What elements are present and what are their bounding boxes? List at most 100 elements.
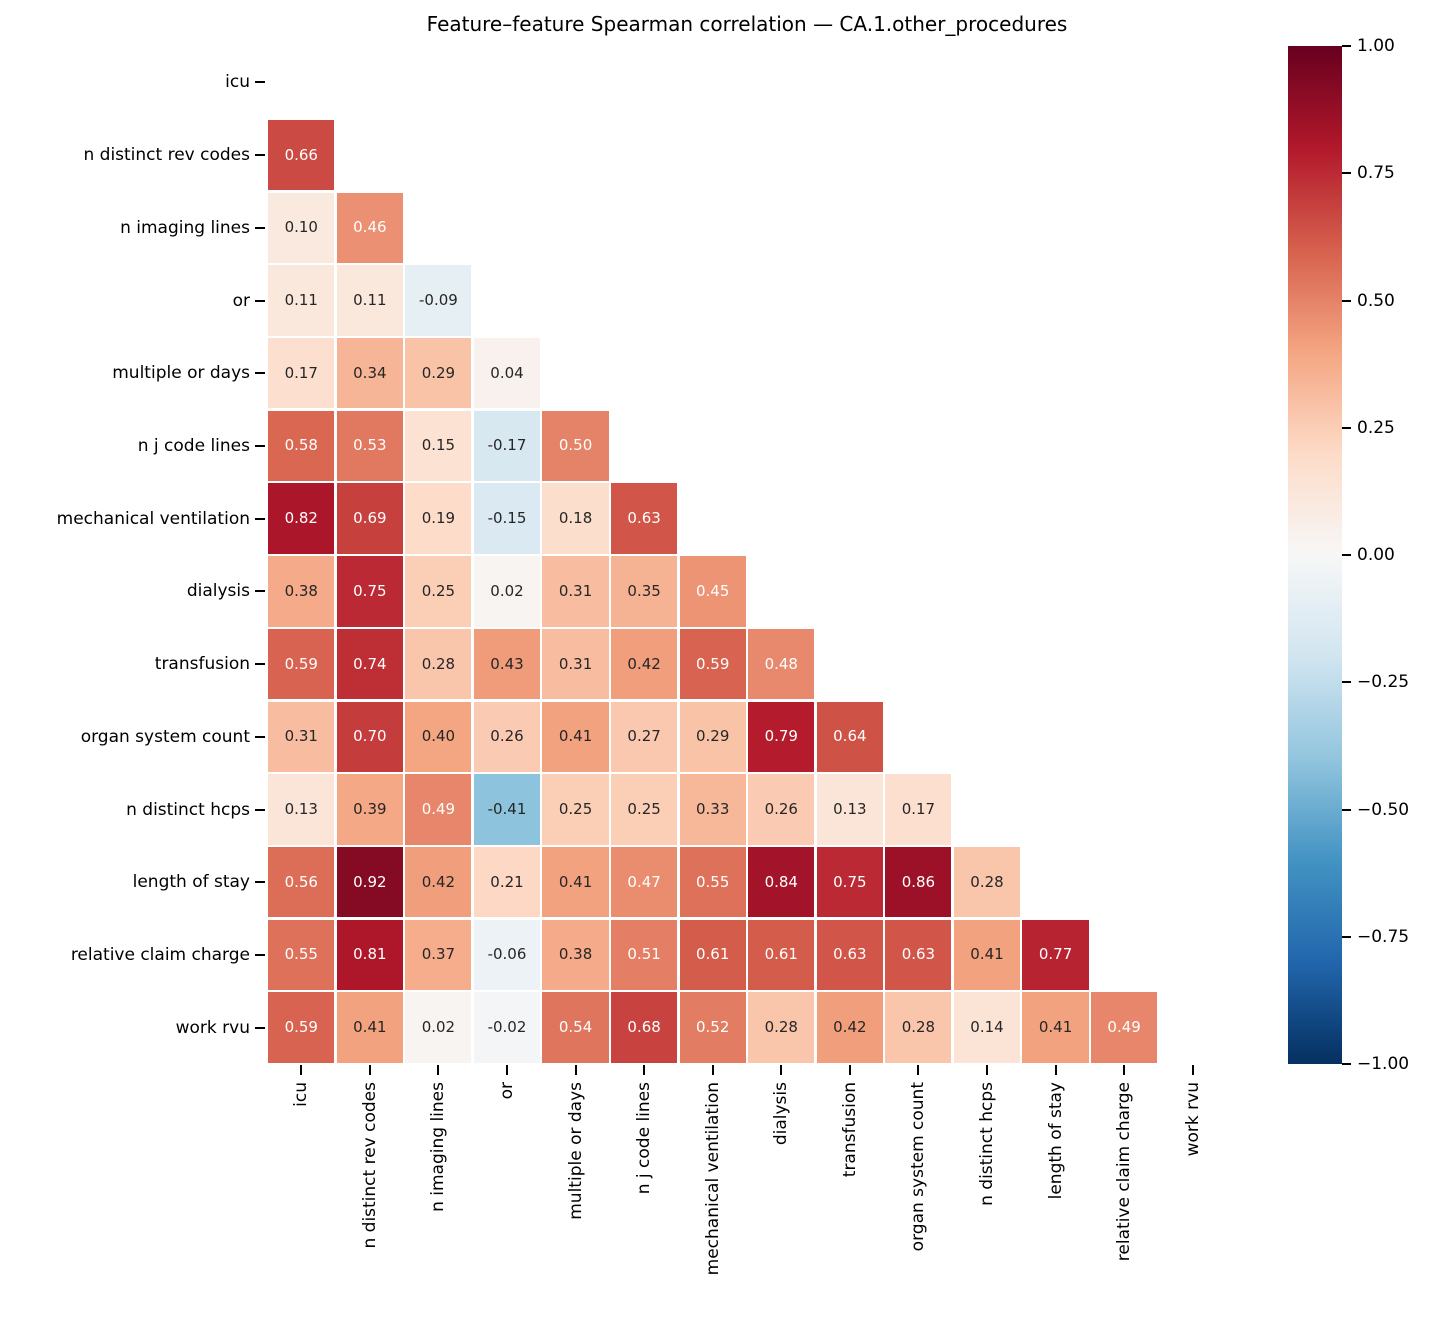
colorbar-tick-label: −1.00 [1357,1054,1410,1074]
colorbar [1288,46,1342,1064]
x-tick-label: work rvu [1183,1082,1203,1156]
heatmap-cell: 0.55 [268,919,335,991]
x-tick-label: relative claim charge [1114,1082,1134,1261]
heatmap-cell: 0.61 [748,919,815,991]
heatmap-cell: 0.02 [405,992,472,1063]
heatmap-cell: 0.39 [336,774,403,845]
heatmap-cell: 0.35 [611,556,678,627]
x-tick-label: n distinct hcps [977,1082,997,1206]
colorbar-tick-label: −0.75 [1357,926,1410,947]
heatmap-cell: 0.29 [679,701,746,772]
x-tick-label: n distinct rev codes [360,1082,380,1249]
y-tick-mark [255,372,265,375]
y-tick-label: transfusion [154,654,250,675]
y-tick-label: work rvu [175,1017,250,1038]
x-tick-mark [1123,1065,1126,1075]
heatmap-cell: 0.77 [1022,919,1089,991]
x-tick-label-text: or [497,1082,517,1100]
heatmap-cell: 0.18 [542,483,609,554]
heatmap-cell: 0.41 [542,701,609,772]
x-tick-label: organ system count [908,1082,928,1251]
x-tick-label-text: transfusion [839,1082,860,1178]
heatmap-cell: 0.50 [542,410,609,482]
y-tick-label: n distinct rev codes [83,145,250,166]
heatmap-cell: 0.42 [405,847,472,918]
heatmap-cell: 0.28 [748,992,815,1063]
heatmap-cell: 0.68 [611,992,678,1063]
heatmap-cell: 0.66 [268,119,335,191]
y-tick-mark [255,953,265,956]
colorbar-tick-mark [1342,554,1351,556]
x-tick-label-text: mechanical ventilation [702,1082,723,1276]
colorbar-tick-mark [1342,45,1351,47]
heatmap-cell: -0.15 [473,483,541,554]
heatmap-cell: 0.63 [816,919,883,991]
heatmap-cell: 0.64 [816,701,883,772]
x-tick-label: n j code lines [634,1082,654,1194]
heatmap-cell: 0.86 [885,847,952,918]
heatmap-cell: 0.31 [268,701,335,772]
heatmap-cell: 0.48 [748,628,815,700]
heatmap-cell: 0.02 [473,556,541,627]
heatmap-cell: 0.49 [1091,992,1158,1063]
x-tick-label-text: n imaging lines [428,1082,449,1212]
x-tick-mark [643,1065,646,1075]
heatmap-cell: 0.17 [268,338,335,409]
heatmap-cell: 0.31 [542,628,609,700]
x-tick-label: mechanical ventilation [703,1082,723,1275]
y-tick-label: or [232,290,250,311]
x-tick-label: multiple or days [566,1082,586,1220]
x-tick-label: dialysis [771,1082,791,1145]
heatmap-cell: 0.38 [542,919,609,991]
x-tick-mark [848,1065,851,1075]
colorbar-tick-mark [1342,1063,1351,1065]
heatmap-cell: 0.75 [336,556,403,627]
y-tick-mark [255,663,265,666]
y-tick-mark [255,444,265,447]
heatmap-cell: 0.92 [336,847,403,918]
x-tick-mark [780,1065,783,1075]
heatmap-cell: 0.26 [748,774,815,845]
heatmap-cell: -0.02 [473,992,541,1063]
x-tick-label: n imaging lines [428,1082,448,1212]
y-tick-label: multiple or days [112,363,250,384]
x-tick-label-text: n distinct hcps [977,1082,997,1206]
x-tick-label-text: n j code lines [634,1082,655,1195]
heatmap-cell: 0.46 [336,192,403,263]
y-tick-mark [255,590,265,593]
heatmap-cell: 0.14 [953,992,1021,1063]
heatmap-cell: 0.42 [816,992,883,1063]
y-tick-mark [255,517,265,520]
x-tick-mark [574,1065,577,1075]
y-tick-mark [255,81,265,84]
heatmap-cell: 0.53 [336,410,403,482]
heatmap-cell: 0.28 [405,628,472,700]
x-tick-label-text: relative claim charge [1114,1082,1135,1262]
heatmap-cell: 0.40 [405,701,472,772]
x-tick-mark [917,1065,920,1075]
heatmap-cell: 0.84 [748,847,815,918]
y-tick-mark [255,154,265,157]
heatmap-cell: 0.25 [542,774,609,845]
heatmap-cell: 0.63 [611,483,678,554]
colorbar-tick-mark [1342,935,1351,938]
heatmap-cell: 0.10 [268,192,335,263]
x-tick-label: or [497,1082,517,1099]
heatmap-cell: 0.41 [953,919,1021,991]
heatmap-cell: 0.59 [268,628,335,700]
heatmap-cell: 0.51 [611,919,678,991]
colorbar-tick-mark [1342,681,1351,684]
heatmap-cell: 0.70 [336,701,403,772]
x-tick-mark [300,1065,303,1075]
colorbar-tick-mark [1342,299,1351,302]
chart-title: Feature–feature Spearman correlation — C… [426,12,1068,36]
colorbar-tick-mark [1342,808,1351,811]
x-tick-label-text: organ system count [908,1082,929,1252]
heatmap-cell: 0.38 [268,556,335,627]
x-tick-label-text: n distinct rev codes [359,1082,380,1249]
heatmap-cell: 0.31 [542,556,609,627]
heatmap-cell: 0.47 [611,847,678,918]
heatmap-cell: 0.52 [679,992,746,1063]
heatmap-cell: 0.41 [336,992,403,1063]
